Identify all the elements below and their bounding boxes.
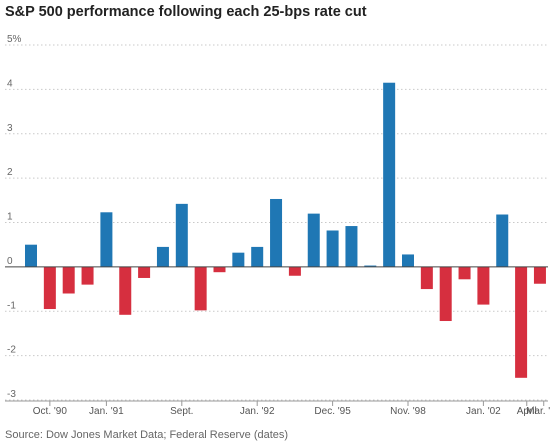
chart-source: Source: Dow Jones Market Data; Federal R… bbox=[5, 429, 289, 441]
bar bbox=[119, 266, 132, 315]
bar bbox=[288, 266, 301, 276]
bar bbox=[138, 266, 151, 278]
bar bbox=[533, 266, 546, 284]
bar bbox=[364, 265, 377, 267]
bar bbox=[458, 266, 471, 280]
y-axis-ticks: 5% 4 3 2 1 0 -1 -2 -3 bbox=[7, 34, 22, 400]
gridlines bbox=[5, 44, 548, 401]
bar bbox=[156, 246, 169, 267]
bar bbox=[270, 198, 283, 267]
y-tick-label: -1 bbox=[7, 300, 16, 311]
x-tick-label: Sept. bbox=[170, 406, 193, 417]
bar bbox=[496, 214, 509, 267]
bar bbox=[402, 254, 414, 267]
bar bbox=[383, 82, 396, 267]
bar bbox=[43, 266, 56, 310]
chart-title: S&P 500 performance following each 25-bp… bbox=[5, 4, 367, 20]
bar bbox=[25, 244, 37, 267]
x-tick-label: Dec. '95 bbox=[314, 406, 351, 417]
y-tick-label: 2 bbox=[7, 167, 13, 178]
x-tick-label: Oct. '90 bbox=[33, 406, 68, 417]
y-tick-label: 3 bbox=[7, 123, 13, 134]
bar bbox=[62, 266, 75, 294]
bar bbox=[213, 266, 226, 273]
bar bbox=[251, 246, 264, 267]
y-tick-label: 0 bbox=[7, 256, 13, 267]
bars bbox=[25, 82, 546, 378]
y-tick-label: -2 bbox=[7, 345, 16, 356]
x-tick-label: Jan. '92 bbox=[240, 406, 275, 417]
y-tick-label: 5% bbox=[7, 34, 22, 45]
bar bbox=[439, 266, 452, 322]
bar bbox=[420, 266, 433, 290]
bar bbox=[194, 266, 207, 311]
y-tick-label: -3 bbox=[7, 389, 16, 400]
bar bbox=[326, 230, 339, 267]
y-tick-label: 1 bbox=[7, 212, 13, 223]
x-tick-label: Jan. '91 bbox=[89, 406, 124, 417]
x-tick-label: Jan. '02 bbox=[466, 406, 501, 417]
bar bbox=[232, 252, 245, 267]
bar bbox=[175, 203, 188, 267]
x-tick-label: Mar. '08 bbox=[526, 406, 550, 417]
x-tick-label: Nov. '98 bbox=[390, 406, 426, 417]
x-axis-ticks: Oct. '90 Jan. '91 Sept. Jan. '92 Dec. '95 Nov… bbox=[5, 400, 550, 417]
bar bbox=[515, 266, 528, 378]
x-tick-label: April bbox=[517, 406, 537, 417]
bar bbox=[477, 266, 490, 305]
bar bbox=[307, 213, 320, 267]
bar bbox=[81, 266, 94, 285]
y-tick-label: 4 bbox=[7, 78, 13, 89]
bar bbox=[100, 212, 113, 267]
bar bbox=[345, 226, 358, 267]
